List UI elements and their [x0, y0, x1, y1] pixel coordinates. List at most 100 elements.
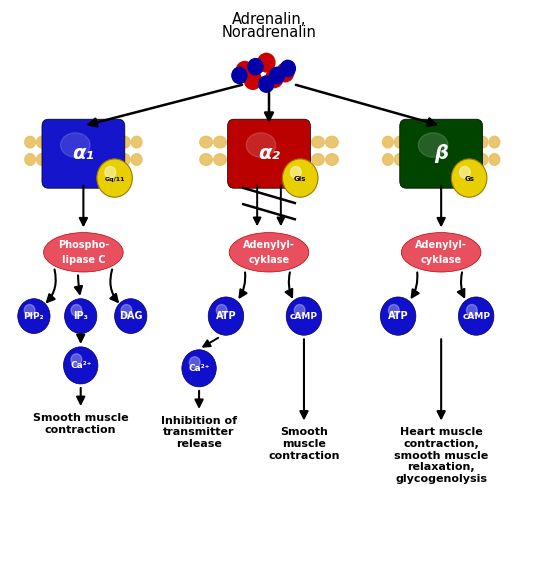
Circle shape: [24, 304, 35, 316]
Text: Ca²⁺: Ca²⁺: [70, 361, 91, 370]
Circle shape: [294, 304, 305, 316]
Ellipse shape: [200, 154, 213, 165]
Ellipse shape: [37, 136, 47, 148]
Ellipse shape: [383, 136, 393, 148]
Circle shape: [65, 299, 97, 333]
Text: lipase C: lipase C: [61, 255, 105, 265]
Circle shape: [459, 166, 470, 178]
Text: Ca²⁺: Ca²⁺: [188, 364, 210, 373]
Circle shape: [248, 59, 263, 75]
Ellipse shape: [108, 136, 118, 148]
Ellipse shape: [477, 154, 488, 165]
Circle shape: [105, 166, 116, 178]
Ellipse shape: [72, 136, 83, 148]
Ellipse shape: [256, 136, 268, 148]
Circle shape: [451, 159, 487, 197]
Ellipse shape: [312, 136, 324, 148]
Ellipse shape: [430, 154, 441, 165]
Text: Gis: Gis: [294, 176, 307, 182]
Text: ATP: ATP: [216, 311, 236, 321]
Ellipse shape: [228, 154, 240, 165]
Ellipse shape: [200, 136, 213, 148]
Ellipse shape: [84, 154, 95, 165]
Text: IP₃: IP₃: [73, 311, 88, 321]
Ellipse shape: [454, 154, 464, 165]
Ellipse shape: [60, 133, 90, 157]
Circle shape: [291, 166, 301, 178]
Ellipse shape: [228, 136, 240, 148]
Circle shape: [259, 76, 274, 92]
Circle shape: [232, 67, 247, 84]
Ellipse shape: [406, 154, 417, 165]
Ellipse shape: [418, 133, 448, 157]
Ellipse shape: [256, 154, 268, 165]
Ellipse shape: [229, 233, 309, 272]
FancyBboxPatch shape: [42, 119, 125, 188]
Text: Adenylyl-: Adenylyl-: [243, 240, 295, 250]
Circle shape: [266, 69, 283, 88]
Ellipse shape: [442, 136, 452, 148]
Circle shape: [182, 350, 216, 387]
Circle shape: [189, 357, 200, 368]
Ellipse shape: [96, 154, 107, 165]
Text: PIP₂: PIP₂: [24, 311, 44, 321]
FancyBboxPatch shape: [400, 119, 483, 188]
Ellipse shape: [246, 133, 276, 157]
Ellipse shape: [96, 136, 107, 148]
Circle shape: [216, 304, 227, 316]
Text: β: β: [434, 144, 448, 163]
Ellipse shape: [430, 136, 441, 148]
Ellipse shape: [383, 154, 393, 165]
Circle shape: [277, 63, 294, 82]
Ellipse shape: [284, 136, 296, 148]
Circle shape: [458, 297, 494, 335]
Text: Gq/11: Gq/11: [104, 177, 125, 182]
Circle shape: [18, 299, 50, 333]
Ellipse shape: [48, 136, 59, 148]
Circle shape: [380, 297, 416, 335]
Ellipse shape: [401, 233, 481, 272]
Ellipse shape: [418, 136, 429, 148]
Ellipse shape: [465, 154, 476, 165]
Circle shape: [258, 53, 275, 72]
Ellipse shape: [131, 136, 142, 148]
Circle shape: [63, 347, 98, 384]
Circle shape: [71, 354, 82, 365]
Ellipse shape: [406, 136, 417, 148]
Ellipse shape: [60, 136, 71, 148]
Ellipse shape: [25, 154, 36, 165]
Text: Smooth
muscle
contraction: Smooth muscle contraction: [268, 427, 339, 461]
Text: Heart muscle
contraction,
smooth muscle
relaxation,
glycogenolysis: Heart muscle contraction, smooth muscle …: [394, 427, 489, 484]
Circle shape: [208, 297, 244, 335]
Ellipse shape: [454, 136, 464, 148]
FancyBboxPatch shape: [228, 119, 310, 188]
Text: Inhibition of
transmitter
release: Inhibition of transmitter release: [161, 416, 237, 449]
Ellipse shape: [119, 136, 130, 148]
Circle shape: [97, 159, 132, 197]
Ellipse shape: [60, 154, 71, 165]
Circle shape: [286, 297, 322, 335]
Ellipse shape: [298, 154, 310, 165]
Ellipse shape: [48, 154, 59, 165]
Ellipse shape: [242, 154, 254, 165]
Circle shape: [71, 304, 82, 316]
Ellipse shape: [37, 154, 47, 165]
Circle shape: [280, 60, 295, 77]
Circle shape: [270, 67, 285, 84]
Text: cyklase: cyklase: [249, 255, 289, 265]
Ellipse shape: [418, 154, 429, 165]
Ellipse shape: [242, 136, 254, 148]
Ellipse shape: [325, 136, 338, 148]
Text: α₂: α₂: [258, 144, 280, 163]
Text: cAMP: cAMP: [462, 311, 490, 321]
Text: cyklase: cyklase: [421, 255, 462, 265]
Circle shape: [466, 304, 477, 316]
Text: cAMP: cAMP: [290, 311, 318, 321]
Ellipse shape: [442, 154, 452, 165]
Text: ATP: ATP: [388, 311, 408, 321]
Text: Smooth muscle
contraction: Smooth muscle contraction: [33, 413, 129, 434]
Ellipse shape: [489, 154, 500, 165]
Ellipse shape: [44, 233, 123, 272]
Ellipse shape: [119, 154, 130, 165]
Ellipse shape: [284, 154, 296, 165]
